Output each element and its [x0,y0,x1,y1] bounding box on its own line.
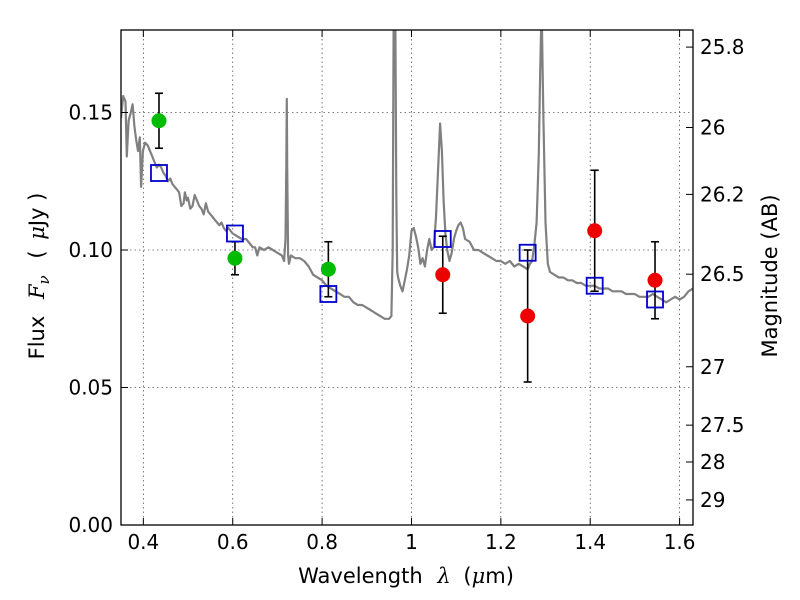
right-tick-label: 26.2 [700,182,745,206]
right-axis-label: Magnitude (AB) [758,194,782,357]
y-axis-label-symbol: F [25,283,49,300]
right-tick-label: 26.5 [700,262,745,286]
x-axis-label-unit-rest: m) [485,564,514,588]
optical-photometry-point [227,250,243,266]
x-tick-label: 0.6 [217,530,249,554]
x-axis-label: Wavelength λ (μm) [298,564,514,588]
x-tick-label: 1.6 [664,530,696,554]
x-axis-label-symbol: λ [436,564,450,588]
y-axis-label: Flux Fν ( μJy ) [25,193,54,360]
right-tick-label: 27.5 [700,413,745,437]
right-tick-label: 27 [700,355,725,379]
y-tick-label: 0.05 [68,376,113,400]
x-tick-label: 1.4 [574,530,606,554]
model-band-square [646,290,664,309]
grid [121,30,693,526]
axes-frame [120,29,694,526]
y-tick-label: 0.00 [68,513,113,537]
axis-ticks: 0.4 0.6 0.8 1 1.2 1.4 1.6 0.00 0.05 0.10 0.15 25.8 2… [68,30,745,554]
x-axis-label-prefix: Wavelength [298,564,423,588]
model-band-square [585,276,604,295]
model-band-square [226,224,244,243]
model-band-square [150,164,168,182]
right-tick-label: 29 [700,488,725,512]
right-tick-label: 25.8 [700,35,745,59]
right-tick-label: 28 [700,450,725,474]
x-axis-label-unit-mu: μ [472,564,486,588]
y-axis-label-subscript: ν [35,275,53,284]
plot-area [121,30,693,383]
x-axis-label-unit-open: ( [463,564,471,588]
y-tick-label: 0.10 [68,238,113,262]
nir-photometry-point [587,223,603,239]
x-tick-label: 0.4 [127,530,159,554]
model-band-square [518,243,537,262]
y-axis-label-unit-mu: μ [25,226,49,240]
model-spectrum-line [121,30,693,320]
y-axis-label-unit-rest: Jy ) [25,193,49,229]
model-band-square [433,230,452,248]
model-band-square [319,285,338,303]
optical-photometry-point [320,261,336,277]
nir-photometry-point [647,272,663,288]
y-axis-label-prefix: Flux [25,316,49,360]
right-tick-label: 26 [700,116,725,140]
x-tick-label: 1 [405,530,418,554]
nir-photometry-point [435,267,451,283]
y-tick-label: 0.15 [68,101,113,125]
optical-photometry-point [151,113,167,129]
y-axis-label-unit-open: ( [25,250,49,258]
x-tick-label: 0.8 [306,530,338,554]
nir-photometry-point [520,308,536,324]
x-tick-label: 1.2 [485,530,517,554]
